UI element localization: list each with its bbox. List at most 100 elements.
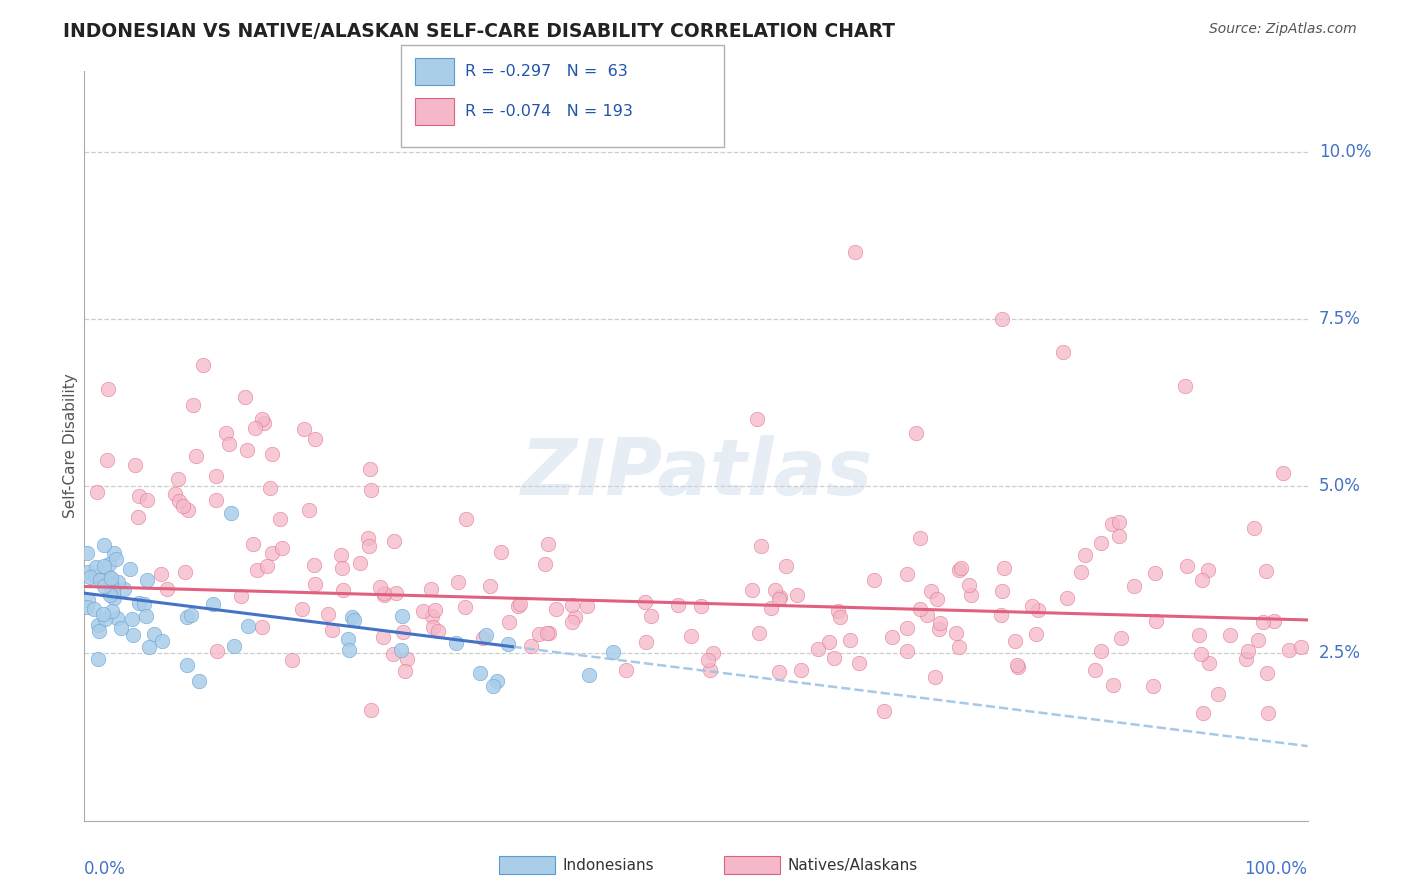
Point [136,493,159,508]
Point [454,512,477,526]
Point [103,545,125,559]
Point [97,382,120,396]
Point [101,604,124,618]
Point [544,601,567,615]
Point [242,537,264,551]
Point [135,608,157,623]
Point [336,632,359,646]
Point [990,608,1012,623]
Point [93,579,115,593]
Point [928,622,950,636]
Point [188,673,211,688]
Point [929,615,952,630]
Point [602,645,624,659]
Point [329,548,352,562]
Point [382,534,405,549]
Point [844,244,866,259]
Point [256,559,278,574]
Point [1191,706,1213,720]
Point [103,591,125,606]
Point [291,602,314,616]
Point [177,503,200,517]
Point [167,472,190,486]
Point [205,643,228,657]
Text: INDONESIAN VS NATIVE/ALASKAN SELF-CARE DISABILITY CORRELATION CHART: INDONESIAN VS NATIVE/ALASKAN SELF-CARE D… [63,22,896,41]
Point [1175,559,1198,574]
Point [927,591,949,606]
Point [1247,633,1270,648]
Point [991,312,1014,326]
Point [948,640,970,654]
Point [87,624,110,638]
Point [156,582,179,597]
Point [218,437,240,451]
Point [373,588,395,602]
Point [420,609,443,624]
Y-axis label: Self-Care Disability: Self-Care Disability [63,374,77,518]
Point [150,634,173,648]
Point [76,545,98,559]
Point [124,458,146,472]
Point [634,595,657,609]
Point [176,658,198,673]
Point [896,644,918,658]
Point [89,574,111,588]
Point [768,592,790,607]
Point [1219,628,1241,642]
Point [337,643,360,657]
Point [236,619,259,633]
Point [243,421,266,435]
Point [253,416,276,430]
Point [1254,564,1277,578]
Text: 100.0%: 100.0% [1244,860,1308,878]
Point [444,636,467,650]
Point [349,556,371,570]
Point [1189,647,1212,661]
Point [394,664,416,678]
Point [281,653,304,667]
Point [945,626,967,640]
Point [823,650,845,665]
Point [316,607,339,622]
Point [1074,548,1097,562]
Point [519,639,541,653]
Point [205,493,228,508]
Point [93,537,115,551]
Point [332,583,354,598]
Point [576,599,599,613]
Text: 7.5%: 7.5% [1319,310,1361,328]
Point [84,559,107,574]
Point [262,447,284,461]
Point [193,358,215,372]
Point [246,563,269,577]
Point [537,537,560,551]
Point [1206,687,1229,701]
Point [422,620,444,634]
Point [1056,591,1078,606]
Point [389,643,412,657]
Point [578,667,600,681]
Point [107,611,129,625]
Point [360,703,382,717]
Point [83,602,105,616]
Point [948,563,970,577]
Point [87,618,110,632]
Point [1289,640,1312,654]
Point [76,600,98,615]
Point [498,615,520,629]
Point [1256,666,1278,681]
Text: Indonesians: Indonesians [562,858,654,872]
Point [1243,521,1265,535]
Text: R = -0.297   N =  63: R = -0.297 N = 63 [465,64,628,78]
Point [219,506,242,520]
Point [533,558,555,572]
Point [96,453,118,467]
Point [321,623,343,637]
Point [768,665,790,679]
Point [828,610,851,624]
Point [896,621,918,635]
Point [121,612,143,626]
Point [231,590,253,604]
Point [741,583,763,598]
Text: 10.0%: 10.0% [1319,143,1371,161]
